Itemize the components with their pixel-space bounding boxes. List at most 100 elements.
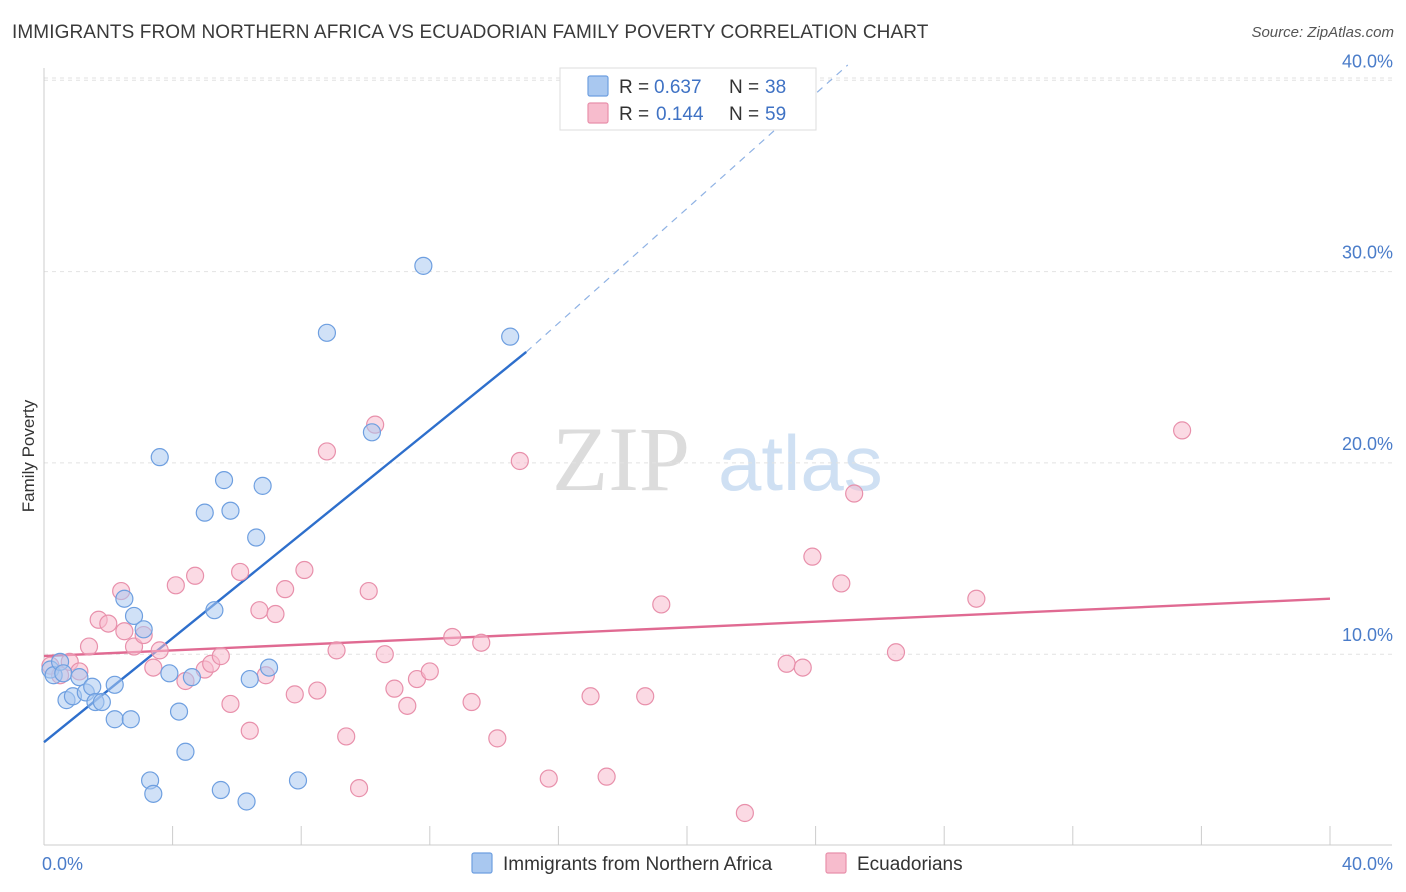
legend-n-value-2: 59	[765, 104, 786, 125]
point-series2-35	[375, 645, 394, 664]
y-tick-label-10: 10.0%	[1342, 625, 1393, 645]
point-series1-25	[205, 601, 224, 620]
point-series2-20	[231, 562, 250, 582]
legend-n-label-1: N =	[729, 77, 759, 98]
point-series2-54	[832, 574, 851, 593]
point-series2-44	[510, 451, 529, 471]
legend-n-label-2: N =	[729, 104, 759, 125]
point-series2-6	[99, 614, 118, 633]
point-series2-22	[250, 601, 269, 620]
trend-line-series1-extension	[525, 64, 849, 353]
bottom-legend: Immigrants from Northern Africa Ecuadori…	[471, 852, 963, 875]
legend-r-label-1: R =	[619, 77, 649, 98]
point-series1-19	[150, 448, 169, 467]
point-series1-14	[121, 710, 140, 729]
point-series1-32	[253, 476, 272, 495]
point-series2-30	[327, 641, 346, 660]
y-tick-label-40: 40.0%	[1342, 51, 1393, 71]
source-credit: Source: ZipAtlas.com	[1251, 24, 1394, 41]
axes	[43, 68, 1392, 846]
point-series2-57	[967, 589, 986, 608]
point-series2-24	[266, 604, 285, 624]
point-series1-3	[54, 664, 73, 683]
y-tick-labels: 10.0% 20.0% 30.0% 40.0%	[1342, 51, 1393, 645]
point-series1-38	[501, 327, 520, 346]
point-series2-52	[793, 658, 812, 677]
point-series1-36	[362, 423, 382, 442]
bottom-legend-swatch-series1	[471, 852, 493, 874]
chart-title: IMMIGRANTS FROM NORTHERN AFRICA VS ECUAD…	[12, 22, 929, 43]
legend-swatch-series2	[587, 102, 609, 124]
point-series1-30	[240, 669, 259, 689]
point-series2-55	[845, 484, 864, 503]
point-series2-50	[735, 803, 754, 823]
point-series1-28	[221, 501, 240, 520]
point-series1-34	[288, 771, 308, 790]
point-series1-20	[160, 664, 179, 683]
point-series2-26	[285, 685, 304, 704]
legend-r-label-2: R =	[619, 104, 649, 125]
point-series1-11	[105, 675, 124, 694]
point-series1-18	[144, 784, 163, 803]
legend-r-value-1: 0.637	[654, 77, 702, 98]
point-series2-19	[221, 694, 240, 714]
point-series1-37	[414, 256, 433, 275]
point-series1-27	[214, 471, 234, 490]
bottom-legend-swatch-series2	[825, 852, 847, 874]
point-series2-33	[359, 581, 378, 601]
legend-swatch-series1	[587, 75, 609, 97]
point-series2-32	[349, 779, 369, 798]
point-series1-15	[124, 606, 144, 626]
point-series2-51	[777, 654, 796, 673]
point-series2-4	[79, 637, 99, 656]
point-series2-37	[398, 696, 417, 715]
point-series2-41	[462, 692, 481, 712]
trend-lines	[43, 64, 1331, 744]
bottom-legend-label-series1: Immigrants from Northern Africa	[503, 854, 773, 875]
data-points	[41, 256, 1192, 823]
point-series1-31	[247, 528, 266, 547]
point-series1-35	[317, 323, 337, 342]
point-series2-56	[886, 643, 906, 662]
top-legend: R = 0.637 N = 38 R = 0.144 N = 59	[559, 67, 817, 131]
point-series2-43	[488, 729, 507, 748]
point-series2-27	[295, 560, 314, 580]
x-tick-label-end: 40.0%	[1342, 854, 1393, 874]
point-series2-40	[443, 627, 462, 647]
trend-line-series2	[43, 597, 1331, 658]
point-series2-13	[166, 576, 185, 595]
y-tick-label-20: 20.0%	[1342, 434, 1393, 454]
x-tick-labels: 0.0% 40.0%	[42, 854, 1393, 874]
point-series2-58	[1173, 421, 1192, 440]
point-series2-36	[385, 679, 404, 698]
watermark-zip: ZIP	[552, 408, 690, 510]
point-series2-42	[472, 633, 491, 652]
point-series1-33	[259, 658, 279, 677]
point-series1-23	[182, 668, 201, 687]
y-axis-label: Family Poverty	[19, 399, 38, 512]
point-series1-21	[169, 702, 189, 721]
point-series1-29	[237, 792, 256, 811]
point-series1-26	[211, 780, 230, 800]
point-series2-48	[636, 687, 655, 706]
x-tick-label-start: 0.0%	[42, 854, 83, 874]
point-series1-12	[105, 710, 124, 729]
point-series2-46	[581, 687, 600, 706]
point-series1-24	[195, 503, 214, 522]
point-series1-22	[176, 742, 195, 761]
trend-line-series1	[43, 351, 528, 744]
point-series2-45	[539, 769, 558, 788]
point-series1-16	[134, 620, 153, 639]
legend-n-value-1: 38	[765, 77, 786, 98]
point-series2-21	[240, 721, 259, 740]
point-series1-6	[70, 668, 89, 687]
point-series2-53	[803, 547, 822, 566]
y-tick-label-30: 30.0%	[1342, 243, 1393, 263]
point-series2-25	[276, 580, 295, 599]
point-series2-15	[186, 566, 205, 585]
point-series1-13	[115, 589, 134, 608]
point-series1-8	[83, 677, 102, 696]
point-series2-18	[211, 647, 230, 666]
point-series2-49	[652, 595, 671, 614]
